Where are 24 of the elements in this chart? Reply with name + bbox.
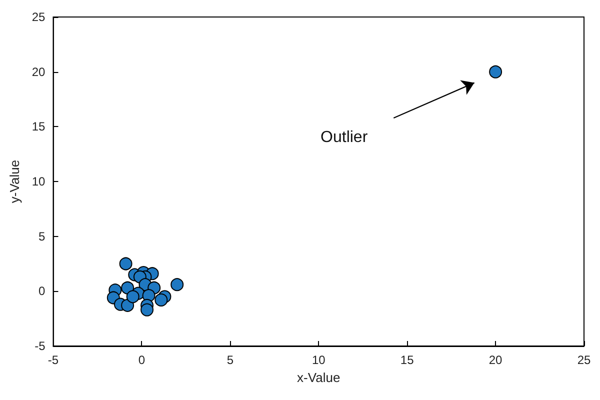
x-tick-label: 20	[488, 353, 503, 367]
annotation: Outlier	[320, 129, 368, 146]
point	[489, 65, 502, 78]
y-tick-label: 5	[38, 229, 46, 244]
x-axis-title: x-Value	[297, 370, 340, 385]
y-tick-label: 20	[32, 64, 46, 79]
point	[140, 303, 154, 316]
point	[121, 298, 134, 312]
point	[154, 293, 168, 306]
y-axis-title: y-Value	[7, 160, 22, 204]
x-tick-label: 25	[577, 353, 591, 367]
point	[126, 290, 140, 304]
x-tick-label: 5	[226, 353, 234, 367]
y-tick-label: 25	[32, 10, 46, 24]
y-tick-label: -5	[34, 339, 46, 353]
y-tick-label: 0	[38, 284, 46, 298]
y-tick-label: 10	[32, 174, 46, 188]
x-tick-label: -5	[48, 353, 59, 367]
x-tick-label: 15	[400, 353, 414, 367]
point	[119, 257, 132, 270]
x-tick-label: 10	[312, 353, 326, 367]
x-tick-label: 0	[138, 353, 146, 367]
point	[170, 278, 184, 292]
y-tick-label: 15	[32, 120, 46, 134]
